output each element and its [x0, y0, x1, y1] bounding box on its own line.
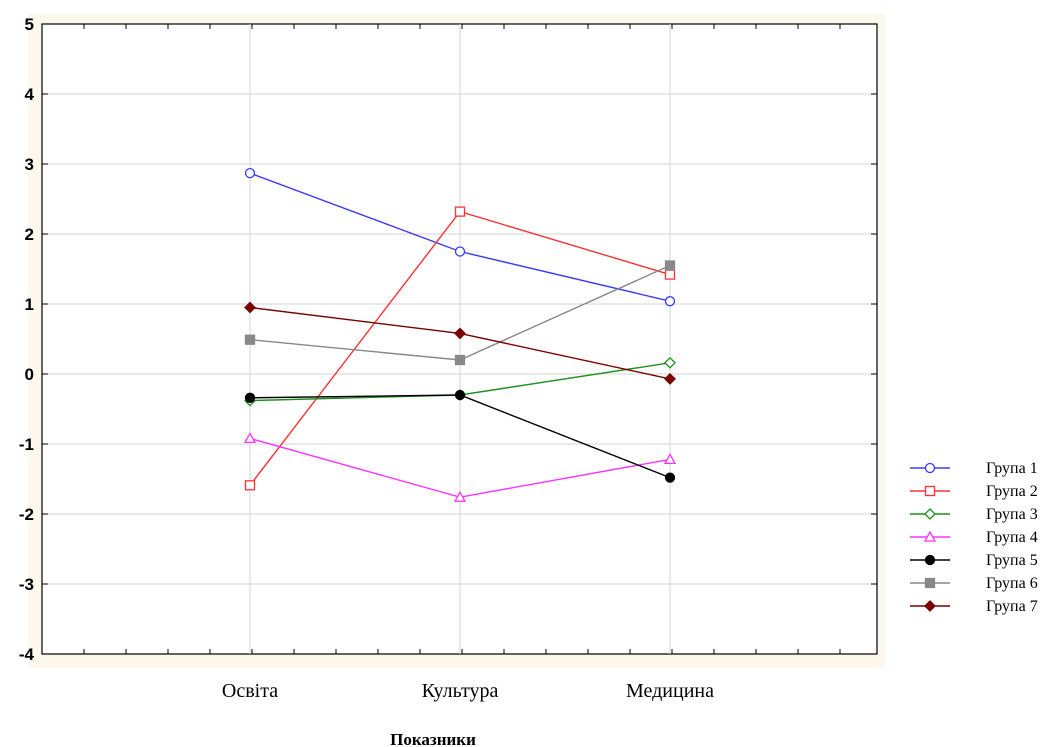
series-4 [243, 432, 677, 502]
data-point [664, 356, 676, 369]
legend-marker [923, 530, 937, 542]
series-6 [244, 260, 676, 366]
legend-marker [924, 577, 936, 589]
data-point [243, 432, 257, 444]
data-point [664, 269, 676, 280]
legend-item: Група 1 [910, 460, 1038, 477]
legend-item: Група 5 [910, 552, 1038, 569]
legend-label: Група 3 [986, 506, 1038, 523]
data-point [664, 372, 676, 385]
data-point [453, 490, 467, 502]
legend-label: Група 4 [986, 529, 1038, 546]
x-axis-label: Показники [390, 730, 476, 747]
data-point [664, 472, 676, 483]
data-point [244, 167, 256, 179]
data-point [664, 260, 676, 271]
y-tick-label: 0 [25, 365, 34, 384]
legend-marker [924, 485, 936, 497]
legend-marker [924, 600, 936, 612]
legend-marker [924, 462, 936, 474]
data-point [454, 389, 466, 401]
data-point [244, 334, 256, 345]
data-point [454, 354, 466, 366]
legend: Група 1 Група 2 Група 3 Група 4 Група 5 Група… [910, 460, 1038, 615]
y-tick-label: -2 [19, 505, 34, 524]
x-category-label: Культура [422, 680, 499, 702]
legend-label: Група 7 [986, 598, 1038, 615]
legend-marker [924, 554, 936, 566]
legend-item: Група 7 [910, 598, 1038, 615]
data-point [454, 246, 466, 257]
data-point [244, 480, 256, 491]
data-point [664, 296, 676, 307]
x-category-label: Освіта [222, 680, 278, 702]
y-tick-label: -4 [19, 645, 35, 664]
series-5 [244, 389, 676, 483]
legend-item: Група 4 [910, 529, 1038, 546]
legend-label: Група 5 [986, 552, 1038, 569]
y-tick-label: 1 [25, 295, 34, 314]
data-point [244, 392, 256, 403]
data-point [454, 327, 466, 340]
y-tick-label: 4 [25, 85, 35, 104]
x-category-label: Медицина [626, 680, 714, 702]
y-axis-ticks: 5 4 3 2 1 0 -1 -2 -3 -4 [19, 15, 877, 664]
legend-item: Група 3 [910, 506, 1038, 523]
grid-lines [42, 24, 877, 654]
data-point [663, 453, 677, 465]
series-lines [243, 167, 677, 502]
series-7 [244, 301, 676, 385]
y-tick-label: -3 [19, 575, 34, 594]
x-axis-categories: Освіта Культура Медицина [222, 680, 714, 702]
legend-item: Група 6 [910, 575, 1038, 592]
legend-item: Група 2 [910, 483, 1038, 500]
legend-label: Група 6 [986, 575, 1038, 592]
y-tick-label: 3 [25, 155, 34, 174]
y-tick-label: 2 [25, 225, 34, 244]
data-point [244, 301, 256, 314]
y-tick-label: -1 [19, 435, 34, 454]
y-tick-label: 5 [25, 15, 34, 34]
legend-label: Група 1 [986, 460, 1038, 477]
legend-marker [924, 508, 936, 520]
data-point [454, 206, 466, 217]
legend-label: Група 2 [986, 483, 1038, 500]
series-1 [244, 167, 676, 307]
